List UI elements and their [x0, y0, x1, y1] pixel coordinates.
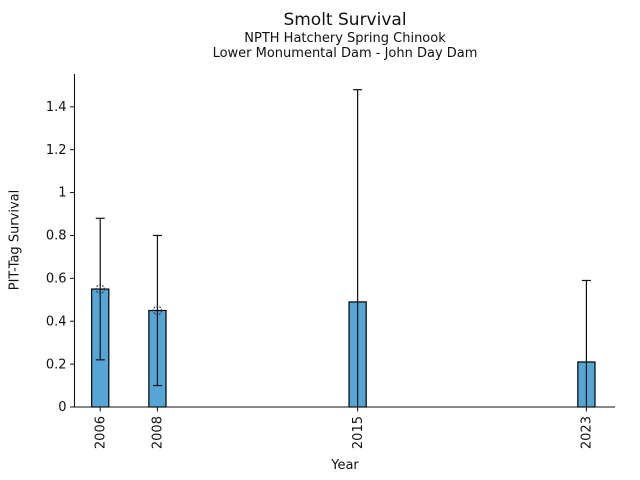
- x-tick-label: 2015: [351, 416, 366, 449]
- y-tick-label: 0.4: [46, 314, 67, 329]
- y-axis-label: PIT-Tag Survival: [7, 189, 23, 291]
- y-tick-label: 1: [58, 186, 66, 201]
- x-axis-label: Year: [331, 458, 359, 473]
- x-tick-label: 2023: [580, 416, 595, 449]
- y-tick-label: 0.2: [46, 357, 67, 372]
- y-tick-label: 0.8: [46, 229, 67, 244]
- chart-subtitle-line2: Lower Monumental Dam - John Day Dam: [212, 46, 478, 61]
- chart-title: Smolt Survival: [283, 10, 407, 30]
- y-tick-label: 0: [58, 400, 66, 415]
- point-marker: [95, 284, 105, 294]
- y-tick-label: 1.2: [46, 143, 67, 158]
- y-tick-label: 0.6: [46, 272, 67, 287]
- y-tick-label: 1.4: [46, 100, 67, 115]
- x-tick-label: 2006: [93, 416, 108, 449]
- chart-subtitle-line1: NPTH Hatchery Spring Chinook: [244, 31, 446, 46]
- x-tick-label: 2008: [151, 416, 166, 449]
- point-marker: [152, 305, 163, 316]
